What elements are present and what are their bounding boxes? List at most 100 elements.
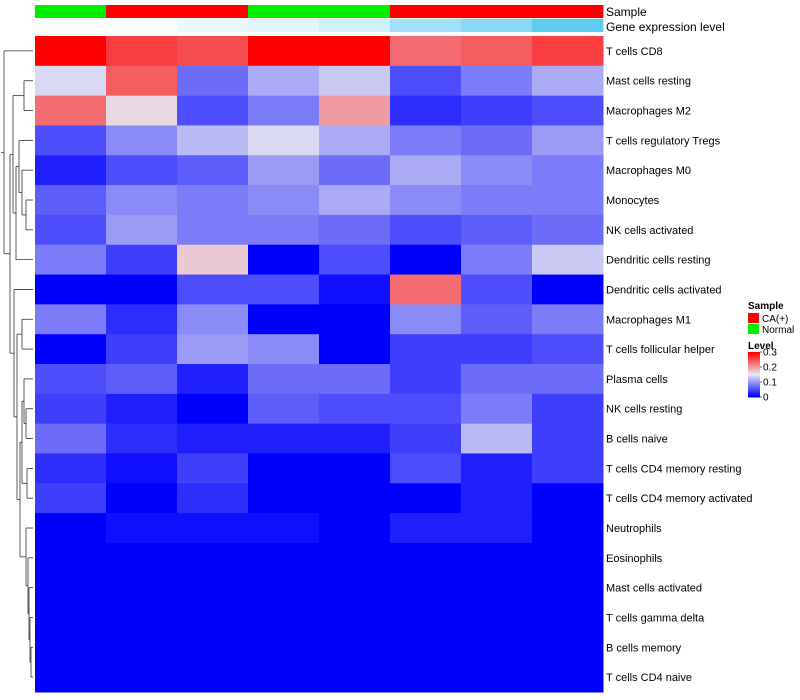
level-legend-tick-label: 0.2 xyxy=(763,363,777,374)
heatmap-cell xyxy=(248,602,320,633)
heatmap-cell xyxy=(319,155,391,186)
level-legend-step xyxy=(748,369,760,371)
heatmap-cell xyxy=(532,125,604,156)
heatmap-cell xyxy=(319,274,391,305)
sample-annotation-cell xyxy=(319,5,391,18)
heatmap-cell xyxy=(532,244,604,276)
sample-annotation-cell xyxy=(177,5,249,18)
heatmap-cell xyxy=(248,453,320,484)
heatmap-cell xyxy=(106,662,178,693)
heatmap-cell xyxy=(461,125,533,156)
level-legend-step xyxy=(748,371,760,373)
heatmap-cell xyxy=(532,513,604,544)
heatmap-cell xyxy=(106,423,178,454)
heatmap-cell xyxy=(461,393,533,425)
row-label: B cells memory xyxy=(606,642,682,654)
expression-annotation-label: Gene expression level xyxy=(606,20,725,34)
heatmap-cell xyxy=(177,364,249,395)
level-legend-step xyxy=(748,360,760,362)
heatmap-cell xyxy=(177,393,249,425)
heatmap-cell xyxy=(319,483,391,514)
heatmap-cell xyxy=(319,65,391,97)
heatmap-cell xyxy=(532,36,604,67)
heatmap-cell xyxy=(106,334,178,365)
heatmap-cell xyxy=(177,602,249,633)
expression-annotation-cell xyxy=(319,19,391,32)
heatmap-cell xyxy=(177,304,249,335)
heatmap-cell xyxy=(177,513,249,544)
heatmap-cell xyxy=(106,304,178,335)
row-label: T cells CD4 naive xyxy=(606,672,692,684)
sample-annotation-cell xyxy=(106,5,178,18)
heatmap-cell xyxy=(319,423,391,454)
heatmap-cell xyxy=(35,453,107,484)
heatmap-cell xyxy=(35,334,107,365)
sample-annotation-cell xyxy=(248,5,320,18)
heatmap-cell xyxy=(532,423,604,454)
heatmap-cell xyxy=(177,423,249,454)
heatmap-cell xyxy=(35,513,107,544)
level-legend-step xyxy=(748,387,760,389)
row-label: Macrophages M1 xyxy=(606,314,691,326)
heatmap-cell xyxy=(319,393,391,425)
level-legend-step xyxy=(748,375,760,377)
heatmap-cell xyxy=(177,274,249,305)
level-legend-tick-label: 0.3 xyxy=(763,348,777,359)
expression-annotation-cell xyxy=(461,19,533,32)
sample-annotation-label: Sample xyxy=(606,5,647,19)
heatmap-cell xyxy=(390,423,462,454)
heatmap-cell xyxy=(319,185,391,216)
expression-annotation-cell xyxy=(390,19,462,32)
heatmap-cell xyxy=(461,185,533,216)
heatmap-cell xyxy=(35,214,107,246)
heatmap-cell xyxy=(319,244,391,276)
heatmap-cell xyxy=(390,662,462,693)
level-legend-step xyxy=(748,377,760,379)
heatmap-cell xyxy=(390,185,462,216)
row-label: Mast cells activated xyxy=(606,583,702,595)
level-legend-step xyxy=(748,359,760,361)
heatmap-cell xyxy=(248,572,320,604)
heatmap-cell xyxy=(461,632,533,663)
level-legend-step xyxy=(748,393,760,395)
heatmap-cell xyxy=(177,214,249,246)
heatmap-cell xyxy=(35,602,107,633)
heatmap-cell xyxy=(461,513,533,544)
row-label: T cells CD8 xyxy=(606,46,663,58)
heatmap-cell xyxy=(390,513,462,544)
row-label: Plasma cells xyxy=(606,374,668,386)
level-legend-step xyxy=(748,379,760,381)
heatmap-cell xyxy=(35,155,107,186)
heatmap-cell xyxy=(390,36,462,67)
level-legend-step xyxy=(748,389,760,391)
heatmap-cell xyxy=(390,155,462,186)
level-legend-step xyxy=(748,391,760,393)
level-legend-title: Level xyxy=(748,341,774,352)
heatmap-cell xyxy=(461,334,533,365)
heatmap-cell xyxy=(390,602,462,633)
level-legend-step xyxy=(748,378,760,380)
level-legend-step xyxy=(748,368,760,370)
heatmap-cell xyxy=(319,125,391,156)
level-legend-step xyxy=(748,382,760,384)
heatmap-cell xyxy=(319,214,391,246)
heatmap-cell xyxy=(177,244,249,276)
heatmap-cell xyxy=(248,214,320,246)
heatmap-cell xyxy=(106,364,178,395)
heatmap-cell xyxy=(106,214,178,246)
expression-annotation-cell xyxy=(248,19,320,32)
heatmap-cell xyxy=(319,453,391,484)
heatmap-cell xyxy=(319,36,391,67)
row-label: Macrophages M2 xyxy=(606,106,691,118)
heatmap-cell xyxy=(532,334,604,365)
heatmap-cell xyxy=(248,423,320,454)
heatmap-cell xyxy=(35,572,107,604)
heatmap-cell xyxy=(177,125,249,156)
heatmap-cell xyxy=(461,274,533,305)
level-legend-step xyxy=(748,384,760,386)
heatmap-cell xyxy=(532,483,604,514)
level-legend-step xyxy=(748,390,760,392)
heatmap-cell xyxy=(35,274,107,305)
heatmap-cell xyxy=(390,364,462,395)
heatmap-cell xyxy=(532,155,604,186)
